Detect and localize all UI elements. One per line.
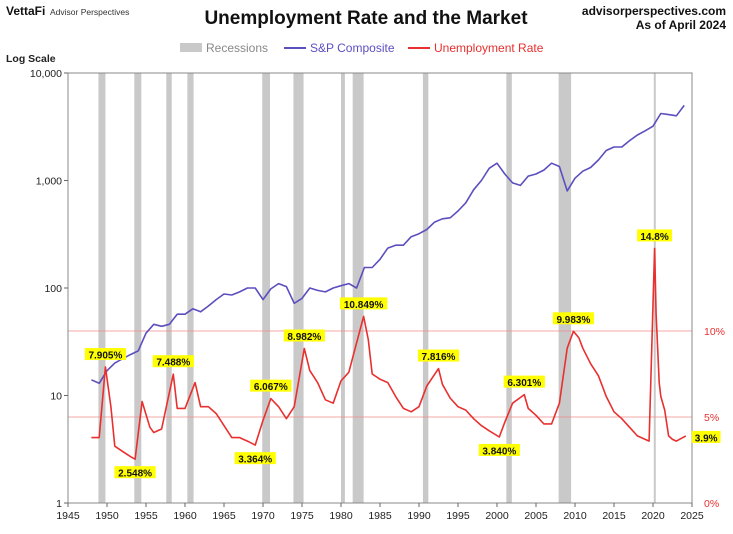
x-tick-label: 1950 bbox=[95, 510, 119, 522]
annotation-text: 2.548% bbox=[118, 469, 152, 480]
y-left-tick-label: 1,000 bbox=[36, 176, 62, 188]
x-tick-label: 2000 bbox=[485, 510, 509, 522]
recession-band bbox=[341, 73, 345, 503]
x-tick-label: 2005 bbox=[524, 510, 548, 522]
plot-area: 1945 1950 1955 1960 1965 1970 1975 1980 1985 1990… bbox=[30, 68, 725, 522]
annotation-text: 7.816% bbox=[422, 352, 456, 363]
y-left-tick-label: 100 bbox=[44, 283, 62, 295]
annotation-bg bbox=[552, 312, 595, 325]
annotation-label: 3.364% bbox=[234, 452, 276, 466]
y-left-tick-label: 10,000 bbox=[30, 68, 62, 80]
legend-recessions-label: Recessions bbox=[206, 41, 268, 55]
annotation-label: 7.905% bbox=[84, 348, 127, 362]
y-right-tick-label: 10% bbox=[704, 326, 725, 338]
annotation-bg bbox=[691, 430, 721, 443]
annotation-text: 7.905% bbox=[88, 351, 122, 362]
annotation-bg bbox=[250, 379, 292, 392]
x-tick-label: 1960 bbox=[173, 510, 197, 522]
x-tick-label: 1965 bbox=[212, 510, 236, 522]
annotation-text: 3.840% bbox=[482, 446, 516, 457]
annotation-label: 3.9% bbox=[691, 430, 721, 444]
annotation-bg bbox=[478, 443, 520, 456]
brand-logo: VettaFi bbox=[6, 4, 45, 18]
annotation-label: 7.488% bbox=[152, 355, 194, 369]
annotation-bg bbox=[637, 229, 673, 242]
x-axis: 1945 1950 1955 1960 1965 1970 1975 1980 1985 1990… bbox=[56, 503, 704, 522]
x-tick-label: 1970 bbox=[251, 510, 275, 522]
annotation-bg bbox=[114, 466, 156, 479]
annotation-bg bbox=[283, 329, 325, 342]
annotation-bg bbox=[234, 452, 276, 465]
annotation-bg bbox=[503, 375, 545, 388]
legend: Recessions S&P Composite Unemployment Ra… bbox=[180, 41, 544, 55]
x-tick-label: 1980 bbox=[329, 510, 353, 522]
annotation-bg bbox=[84, 348, 127, 361]
annotation-bg bbox=[417, 349, 460, 362]
annotation-text: 8.982% bbox=[287, 332, 321, 343]
recession-band bbox=[506, 73, 512, 503]
y-right-tick-label: 0% bbox=[704, 498, 719, 510]
annotation-bg bbox=[152, 355, 194, 368]
annotation-label: 6.067% bbox=[250, 379, 292, 393]
unemployment-rate-line bbox=[91, 247, 687, 460]
as-of-date: As of April 2024 bbox=[636, 18, 727, 32]
plot-frame bbox=[67, 72, 693, 504]
annotation-text: 7.488% bbox=[156, 358, 190, 369]
annotation-label: 10.849% bbox=[339, 297, 388, 311]
brand-subtitle: Advisor Perspectives bbox=[50, 7, 129, 17]
y-left-tick-label: 1 bbox=[56, 498, 62, 510]
recession-band bbox=[293, 73, 304, 503]
annotation-bg bbox=[339, 297, 388, 310]
annotation-text: 6.301% bbox=[507, 378, 541, 389]
source-url: advisorperspectives.com bbox=[582, 4, 726, 18]
recession-band bbox=[187, 73, 194, 503]
x-tick-label: 2020 bbox=[641, 510, 665, 522]
x-tick-label: 2010 bbox=[563, 510, 587, 522]
annotation-label: 9.983% bbox=[552, 312, 595, 326]
x-tick-label: 1990 bbox=[407, 510, 431, 522]
annotation-label: 14.8% bbox=[637, 229, 673, 243]
sp-composite-line bbox=[91, 104, 685, 385]
annotation-text: 14.8% bbox=[640, 232, 668, 243]
annotation-text: 3.364% bbox=[238, 455, 272, 466]
recession-band bbox=[98, 73, 106, 503]
legend-sp-label: S&P Composite bbox=[310, 41, 395, 55]
annotation-label: 6.301% bbox=[503, 375, 545, 389]
annotation-label: 2.548% bbox=[114, 466, 156, 480]
recession-band bbox=[262, 73, 271, 503]
legend-recessions-swatch bbox=[180, 43, 202, 52]
annotation-label: 7.816% bbox=[417, 349, 460, 363]
x-tick-label: 1945 bbox=[56, 510, 80, 522]
recession-band bbox=[558, 73, 572, 503]
annotation-text: 6.067% bbox=[254, 382, 288, 393]
chart-title: Unemployment Rate and the Market bbox=[204, 8, 528, 29]
left-axis-label: Log Scale bbox=[6, 53, 56, 65]
annotation-label: 8.982% bbox=[283, 329, 325, 343]
y-right-tick-label: 5% bbox=[704, 412, 719, 424]
recession-band bbox=[352, 73, 364, 503]
reference-lines bbox=[68, 330, 692, 418]
x-tick-label: 1995 bbox=[446, 510, 470, 522]
x-tick-label: 1985 bbox=[368, 510, 392, 522]
legend-unemployment-label: Unemployment Rate bbox=[434, 41, 544, 55]
y-axis-right: 0% 5% 10% bbox=[704, 326, 725, 510]
recession-band bbox=[422, 73, 429, 503]
recession-band bbox=[134, 73, 142, 503]
x-tick-label: 1955 bbox=[134, 510, 158, 522]
y-left-tick-label: 10 bbox=[50, 391, 62, 403]
x-tick-label: 1975 bbox=[290, 510, 314, 522]
recession-bands bbox=[98, 73, 656, 503]
annotation-text: 10.849% bbox=[344, 300, 384, 311]
annotation-text: 3.9% bbox=[695, 433, 718, 444]
y-axis-left: 1 10 100 1,000 10,000 bbox=[30, 68, 68, 510]
recession-band bbox=[166, 73, 172, 503]
x-tick-label: 2025 bbox=[680, 510, 704, 522]
x-tick-label: 2015 bbox=[602, 510, 626, 522]
annotation-label: 3.840% bbox=[478, 443, 520, 457]
annotations: 7.905% 2.548% 7.488% 6.067% 3.364% 8.982% 10.8… bbox=[84, 229, 721, 480]
header: VettaFi Advisor Perspectives Unemploymen… bbox=[6, 4, 726, 32]
annotation-text: 9.983% bbox=[556, 315, 590, 326]
